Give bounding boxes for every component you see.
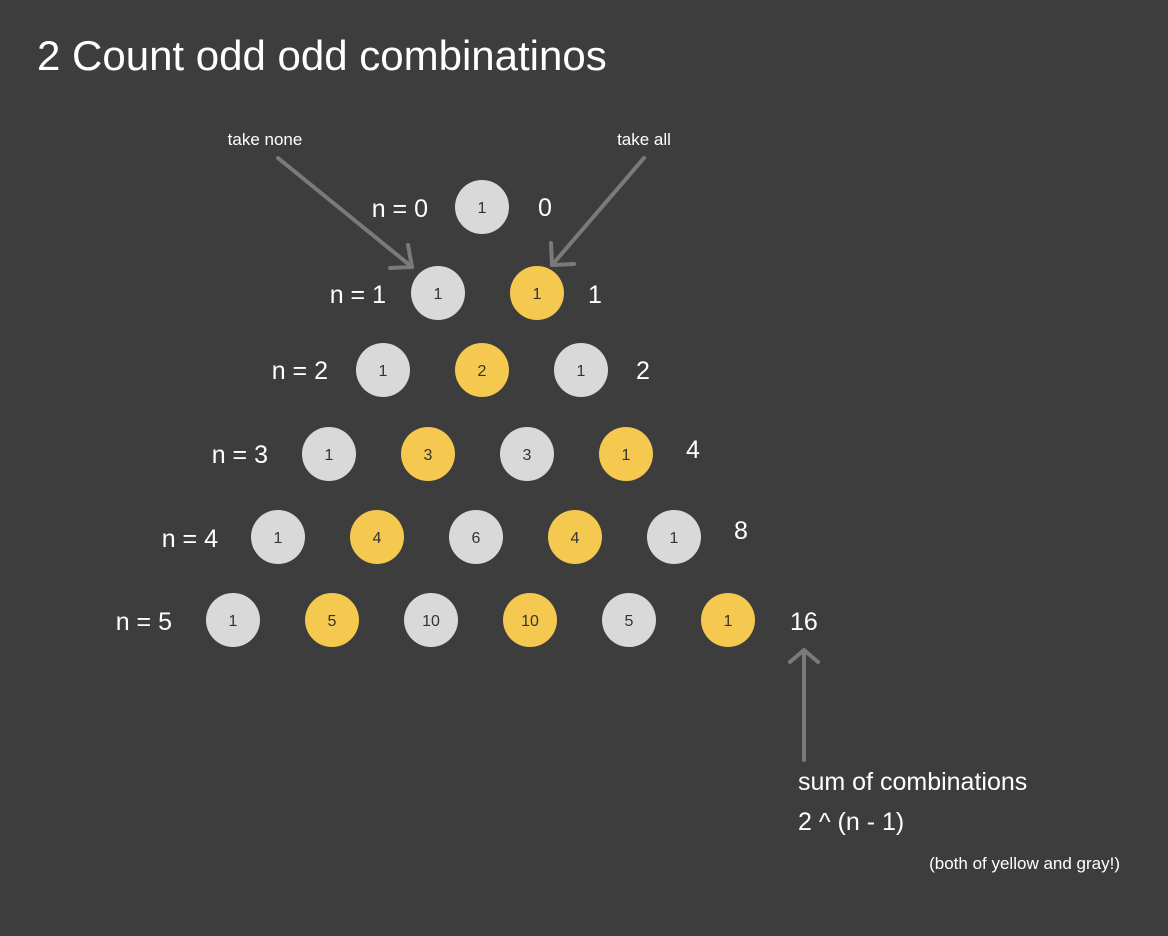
node-value: 1 <box>325 447 334 464</box>
triangle-row: n = 0 1 0 <box>372 180 552 234</box>
row-sum: 0 <box>538 194 552 222</box>
row-label: n = 5 <box>116 608 172 636</box>
yellow-node <box>305 593 359 647</box>
take-none-label: take none <box>228 130 303 149</box>
node-value: 4 <box>571 530 580 547</box>
yellow-node <box>701 593 755 647</box>
row-label: n = 4 <box>162 525 218 553</box>
gray-node <box>455 180 509 234</box>
yellow-node <box>401 427 455 481</box>
gray-node <box>302 427 356 481</box>
row-label: n = 0 <box>372 195 428 223</box>
node-value: 1 <box>478 200 487 217</box>
node-value: 1 <box>274 530 283 547</box>
yellow-node <box>548 510 602 564</box>
triangle-row: n = 5 1 5 10 10 5 1 16 <box>116 593 818 647</box>
triangle-row: n = 3 1 3 3 1 4 <box>212 427 700 481</box>
gray-node <box>602 593 656 647</box>
gray-node <box>404 593 458 647</box>
take-all-arrow <box>549 156 646 267</box>
node-value: 1 <box>379 363 388 380</box>
node-value: 10 <box>521 613 539 630</box>
page-title: 2 Count odd odd combinatinos <box>37 32 607 79</box>
gray-node <box>251 510 305 564</box>
triangle-row: n = 4 1 4 6 4 1 8 <box>162 510 748 564</box>
node-value: 1 <box>434 286 443 303</box>
sum-note-small: (both of yellow and gray!) <box>929 854 1120 873</box>
sum-note-line2: 2 ^ (n - 1) <box>798 808 904 836</box>
node-value: 3 <box>424 447 433 464</box>
node-value: 1 <box>229 613 238 630</box>
node-value: 6 <box>472 530 481 547</box>
gray-node <box>411 266 465 320</box>
sum-arrow <box>788 648 820 762</box>
node-value: 5 <box>625 613 634 630</box>
yellow-node <box>350 510 404 564</box>
gray-node <box>356 343 410 397</box>
gray-node <box>647 510 701 564</box>
row-sum: 16 <box>790 608 818 636</box>
sum-note-line1: sum of combinations <box>798 768 1027 796</box>
row-label: n = 1 <box>330 281 386 309</box>
row-sum: 2 <box>636 357 650 385</box>
triangle-row: n = 1 1 1 1 <box>330 266 602 320</box>
node-value: 3 <box>523 447 532 464</box>
node-value: 1 <box>577 363 586 380</box>
yellow-node <box>503 593 557 647</box>
node-value: 1 <box>724 613 733 630</box>
gray-node <box>500 427 554 481</box>
row-label: n = 2 <box>272 357 328 385</box>
row-sum: 8 <box>734 517 748 545</box>
gray-node <box>206 593 260 647</box>
row-sum: 4 <box>686 436 700 464</box>
node-value: 5 <box>328 613 337 630</box>
gray-node <box>554 343 608 397</box>
take-all-label: take all <box>617 130 671 149</box>
gray-node <box>449 510 503 564</box>
row-label: n = 3 <box>212 441 268 469</box>
row-sum: 1 <box>588 281 602 309</box>
yellow-node <box>599 427 653 481</box>
node-value: 1 <box>533 286 542 303</box>
node-value: 2 <box>478 363 487 380</box>
node-value: 4 <box>373 530 382 547</box>
triangle-row: n = 2 1 2 1 2 <box>272 343 650 397</box>
node-value: 1 <box>622 447 631 464</box>
take-none-arrow <box>276 156 414 270</box>
yellow-node <box>455 343 509 397</box>
yellow-node <box>510 266 564 320</box>
node-value: 10 <box>422 613 440 630</box>
node-value: 1 <box>670 530 679 547</box>
